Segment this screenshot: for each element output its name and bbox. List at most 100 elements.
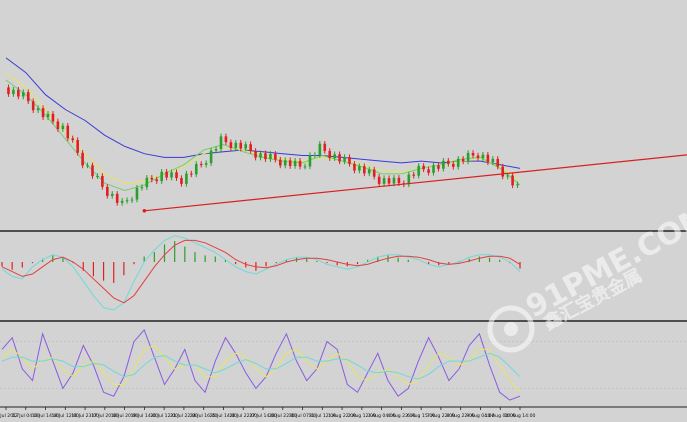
candle-body — [56, 121, 60, 130]
candle-body — [298, 160, 302, 167]
candle-body — [442, 160, 445, 169]
candle-body — [234, 142, 238, 148]
candle-body — [437, 165, 440, 169]
candle-body — [293, 160, 297, 167]
candle-body — [348, 157, 351, 164]
candle-body — [412, 174, 416, 176]
candle-body — [66, 125, 70, 139]
x-tick-label: 18 Jul 20:00 — [111, 413, 139, 419]
candle-body — [382, 178, 386, 184]
candle-body — [249, 144, 252, 151]
candle-body — [264, 153, 267, 160]
candle-body — [61, 125, 65, 130]
candle-body — [338, 154, 341, 162]
oscillator-panel — [1, 235, 521, 311]
x-tick-label: 8 Aug 22:00 — [447, 413, 475, 419]
candle-body — [288, 160, 292, 167]
candle-body — [461, 158, 465, 162]
candle-body — [328, 150, 332, 159]
candle-body — [130, 199, 134, 201]
candle-body — [180, 178, 183, 184]
x-tick-label: 14 Jul 12:00 — [52, 413, 80, 419]
x-tick-label: 2 Aug 12:00 — [348, 413, 376, 419]
candle-body — [101, 175, 104, 187]
candle-body — [308, 155, 312, 167]
candle-body — [199, 164, 203, 165]
x-tick-label: 16 Jul 23:00 — [71, 413, 99, 419]
stochastic-line-2 — [1, 344, 521, 393]
candle-body — [417, 165, 420, 176]
candle-body — [239, 142, 243, 149]
candle-body — [244, 144, 248, 149]
candle-body — [229, 142, 233, 148]
candle-body — [323, 143, 327, 151]
candle-body — [12, 89, 15, 95]
candle-body — [86, 165, 89, 167]
x-tick-label: 17 Jul 20:00 — [91, 413, 119, 419]
candle-body — [372, 169, 376, 177]
candle-body — [36, 108, 40, 111]
candle-body — [407, 174, 411, 185]
candle-body — [259, 153, 262, 158]
candle-body — [81, 152, 84, 166]
x-tick-label: 11 Jul 2017 — [0, 413, 19, 419]
moving-average-1 — [5, 57, 521, 169]
candle-body — [516, 184, 519, 186]
candle-body — [204, 163, 208, 165]
x-tick-label: 21 Jul 22:00 — [170, 413, 198, 419]
candle-body — [140, 187, 144, 189]
x-tick-label: 3 Aug 04:00 — [368, 413, 396, 419]
x-tick-label: 10 Aug 04:00 — [485, 413, 516, 419]
candle-body — [496, 158, 500, 167]
stochastic-line-3 — [1, 352, 521, 380]
candle-body — [175, 172, 178, 179]
trendline-anchor[interactable] — [142, 208, 147, 213]
candle-body — [501, 166, 505, 177]
candle-body — [76, 140, 79, 153]
candle-body — [224, 136, 228, 143]
candle-body — [21, 92, 25, 97]
price-panel — [5, 57, 687, 213]
candle-body — [471, 152, 475, 156]
candle-body — [46, 113, 50, 118]
candle-body — [115, 193, 119, 203]
candle-body — [51, 113, 55, 122]
candle-body — [41, 108, 45, 118]
oscillator-main-line — [1, 239, 521, 304]
candle-body — [476, 155, 480, 159]
candle-body — [135, 187, 139, 200]
candle-body — [165, 171, 168, 178]
candle-body — [71, 138, 75, 141]
candle-body — [106, 186, 109, 196]
candle-body — [511, 175, 514, 186]
candle-body — [427, 169, 430, 173]
candle-body — [278, 159, 282, 166]
candle-body — [110, 193, 114, 196]
candle-body — [150, 177, 154, 180]
candle-body — [31, 101, 35, 111]
candle-body — [363, 166, 366, 174]
stochastic-line-1 — [1, 328, 521, 401]
candle-body — [387, 178, 391, 184]
x-tick-label: 19 Jul 14:00 — [131, 413, 159, 419]
x-tick-label: 24 Jul 16:00 — [190, 413, 218, 419]
candle-body — [506, 175, 509, 177]
candle-body — [120, 200, 124, 203]
candle-body — [456, 158, 460, 167]
candle-body — [486, 154, 490, 163]
x-tick-label: 1 Aug 22:00 — [328, 413, 356, 419]
watermark-logo-icon-inner — [504, 322, 518, 336]
candle-body — [397, 177, 401, 184]
candle-body — [269, 153, 272, 160]
candle-body — [274, 153, 277, 160]
x-tick-label: 20 Jul 12:00 — [150, 413, 178, 419]
x-tick-label: 28 Jul 22:00 — [269, 413, 297, 419]
support-trendline[interactable] — [144, 154, 687, 212]
candle-body — [219, 136, 223, 149]
oscillator-signal-line — [1, 235, 521, 311]
x-tick-label: 4 Aug 22:00 — [387, 413, 415, 419]
candle-body — [194, 164, 198, 175]
candle-body — [447, 160, 450, 164]
